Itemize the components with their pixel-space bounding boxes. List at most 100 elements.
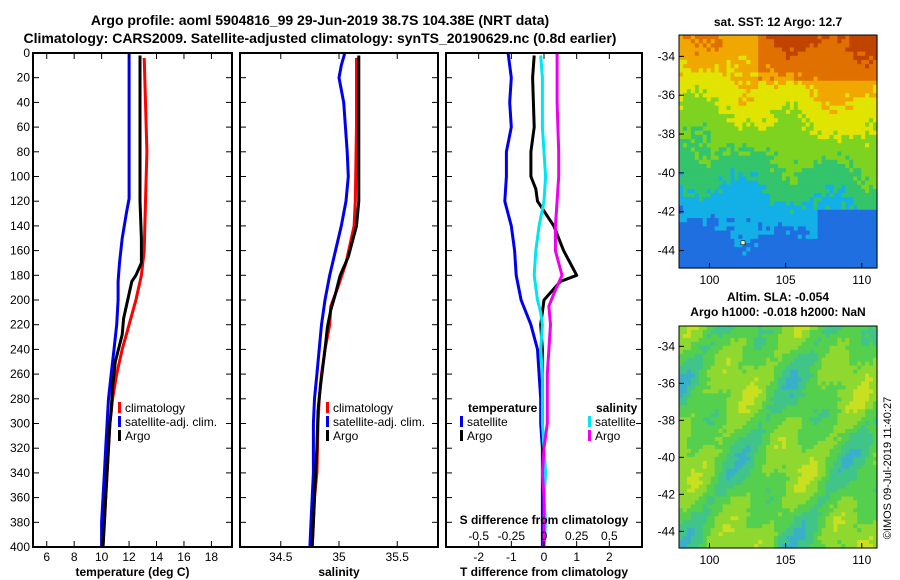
map-cell [698,429,704,434]
map-cell [809,55,815,61]
map-cell [762,464,767,470]
map-cell [821,421,827,426]
map-cell [857,109,862,115]
map-cell [817,263,823,269]
map-cell [837,341,842,347]
map-cell [778,188,783,194]
map-cell [694,134,700,140]
map-cell [710,263,716,269]
map-cell [793,59,799,65]
map-cell [679,226,684,232]
map-cell [742,357,747,363]
map-cell [825,385,831,391]
map-cell [849,80,854,86]
map-cell [801,163,807,169]
map-cell [754,155,759,161]
map-cell [774,357,779,363]
map-cell [793,349,799,355]
map-cell [821,345,827,351]
map-cell [821,126,827,132]
map-cell [698,197,704,203]
map-cell [679,201,684,207]
map-cell [825,109,831,115]
map-cell [746,84,751,90]
map-cell [738,68,743,74]
map-cell [869,492,874,498]
map-cell [770,385,775,391]
map-cell [785,440,791,446]
map-cell [865,460,870,466]
map-cell [793,329,799,335]
map-cell [825,401,831,406]
map-cell [746,405,751,410]
map-cell [694,51,700,57]
map-cell [679,151,684,157]
map-cell [845,147,850,153]
map-cell [694,35,700,40]
map-cell [825,361,831,367]
map-cell [785,460,791,466]
map-cell [774,448,779,454]
map-cell [750,255,755,261]
map-cell [702,134,708,140]
map-cell [849,263,854,269]
map-cell [801,433,807,438]
map-cell [694,114,700,119]
map-cell [750,180,755,186]
map-cell [698,448,704,454]
map-cell [682,472,688,478]
map-cell [710,163,716,169]
map-cell [805,448,811,454]
map-cell [805,89,811,94]
map-cell [853,385,858,391]
map-cell [813,333,819,339]
map-cell [833,89,838,94]
map-cell [778,126,783,132]
map-cell [845,456,850,462]
map-cell [801,243,807,248]
map-cell [785,47,791,53]
map-cell [690,59,696,65]
map-cell [841,147,846,153]
map-cell [841,114,846,119]
map-cell [679,448,684,454]
map-cell [734,218,739,223]
map-cell [702,456,708,462]
map-cell [869,480,874,486]
map-cell [718,413,724,418]
map-cell [817,176,823,182]
map-cell [679,460,684,466]
map-cell [710,97,716,103]
map-cell [845,172,850,178]
map-cell [829,176,835,182]
map-cell [770,59,775,65]
map-cell [825,263,831,269]
map-cell [742,193,747,198]
map-cell [849,460,854,466]
map-cell [857,51,862,57]
map-cell [801,80,807,86]
map-cell [833,139,838,144]
map-cell [833,222,838,227]
map-cell [805,35,811,40]
map-cell [801,468,807,474]
map-cell [722,361,728,367]
map-cell [750,433,755,438]
map-cell [746,222,751,227]
map-cell [758,39,763,44]
map-cell [789,39,795,44]
map-cell [869,385,874,391]
map-cell [738,97,743,103]
map-cell [706,97,712,103]
map-cell [762,440,767,446]
map-cell [746,93,751,99]
map-cell [746,385,751,391]
map-cell [785,109,791,115]
map-cell [710,476,716,482]
map-cell [762,472,767,478]
map-cell [785,51,791,57]
map-cell [813,126,819,132]
map-cell [718,492,724,498]
map-cell [734,172,739,178]
map-cell [853,464,858,470]
